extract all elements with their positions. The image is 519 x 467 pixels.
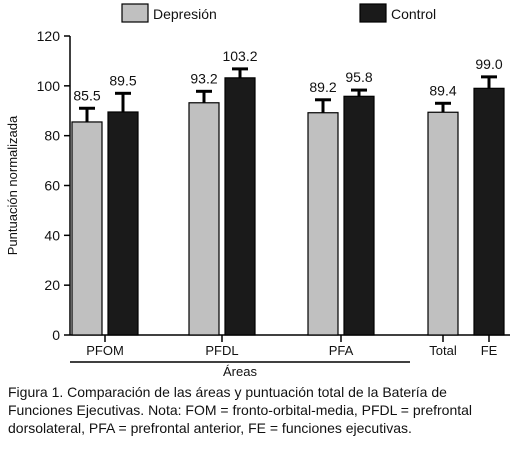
bar-control-pfa	[343, 95, 375, 336]
y-tick-label: 80	[44, 128, 60, 144]
caption-lead: Figura 1.	[8, 384, 64, 400]
value-label: 93.2	[190, 70, 217, 86]
value-label: 95.8	[345, 69, 372, 85]
y-tick-label: 60	[44, 178, 60, 194]
y-tick-label: 100	[37, 78, 61, 94]
value-label: 85.5	[73, 87, 100, 103]
bar-depresión-pfa	[307, 112, 339, 336]
legend-label-control: Control	[391, 6, 436, 22]
x-tick-label: Total	[429, 343, 457, 358]
value-label: 89.4	[429, 82, 456, 98]
legend-swatch-control	[359, 3, 387, 23]
value-label: 103.2	[222, 48, 257, 64]
caption-text: Comparación de las áreas y puntuación to…	[8, 384, 473, 436]
legend-label-depresión: Depresión	[153, 6, 217, 22]
group-label: Áreas	[223, 364, 257, 379]
bar-chart: Puntuación normalizada 0 20 40 60 80 100 120 85.…	[5, 3, 510, 379]
value-label: 89.2	[309, 79, 336, 95]
x-tick-label: PFDL	[205, 343, 238, 358]
y-axis-label: Puntuación normalizada	[5, 115, 20, 255]
x-tick-label: FE	[481, 343, 498, 358]
bar-control-pfom	[107, 111, 139, 336]
x-tick-label: PFOM	[86, 343, 124, 358]
bar-depresión-total	[427, 111, 459, 336]
y-tick-label: 20	[44, 277, 60, 293]
figure-caption: Figura 1. Comparación de las áreas y pun…	[8, 383, 513, 437]
y-tick-label: 120	[37, 28, 61, 44]
y-tick-label: 40	[44, 227, 60, 243]
bar-depresión-pfdl	[188, 102, 220, 336]
value-label: 99.0	[475, 56, 502, 72]
bar-depresión-pfom	[71, 121, 103, 336]
legend-swatch-depresión	[121, 3, 149, 23]
x-tick-label: PFA	[329, 343, 354, 358]
y-tick-label: 0	[52, 327, 60, 343]
bar-control-pfdl	[224, 77, 256, 336]
bar-control-fe	[473, 87, 505, 336]
value-label: 89.5	[109, 72, 136, 88]
